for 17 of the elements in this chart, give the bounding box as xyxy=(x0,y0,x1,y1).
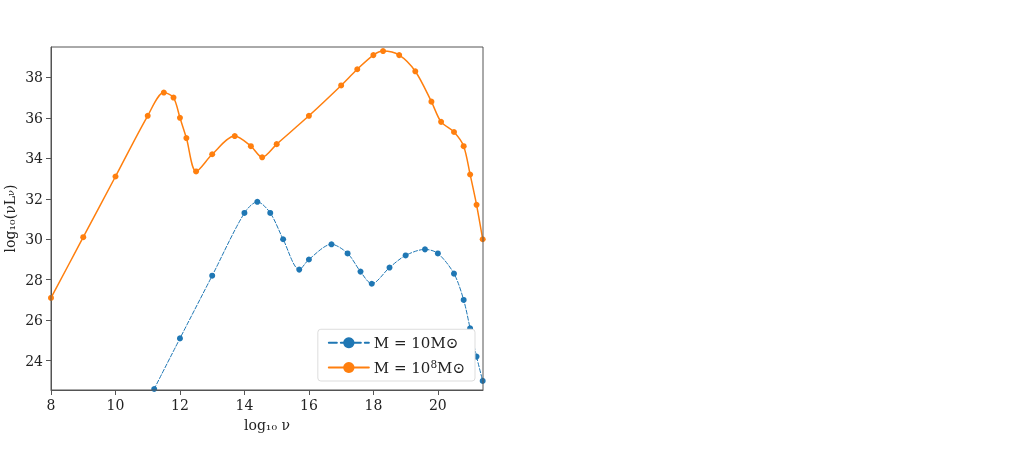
y-tick-label: 30 xyxy=(25,231,43,248)
y-tick-label: 32 xyxy=(25,190,43,207)
x-axis-title: log₁₀ ν xyxy=(243,417,291,433)
x-tick-label: 12 xyxy=(171,397,189,413)
legend-label: M = 10M⊙ xyxy=(373,333,459,352)
y-tick-label: 36 xyxy=(25,109,44,126)
x-tick-label: 16 xyxy=(300,397,318,413)
y-tick-label: 34 xyxy=(25,150,44,167)
y-tick-label: 28 xyxy=(25,271,43,288)
x-tick-label: 14 xyxy=(235,397,254,413)
y-tick-label: 38 xyxy=(25,69,43,86)
x-tick-label: 18 xyxy=(364,397,383,413)
x-tick-label: 8 xyxy=(46,397,56,413)
x-tick-label: 20 xyxy=(428,397,447,413)
y-tick-label: 24 xyxy=(25,352,44,369)
y-tick-label: 26 xyxy=(25,312,44,329)
x-tick-label: 10 xyxy=(106,397,125,413)
